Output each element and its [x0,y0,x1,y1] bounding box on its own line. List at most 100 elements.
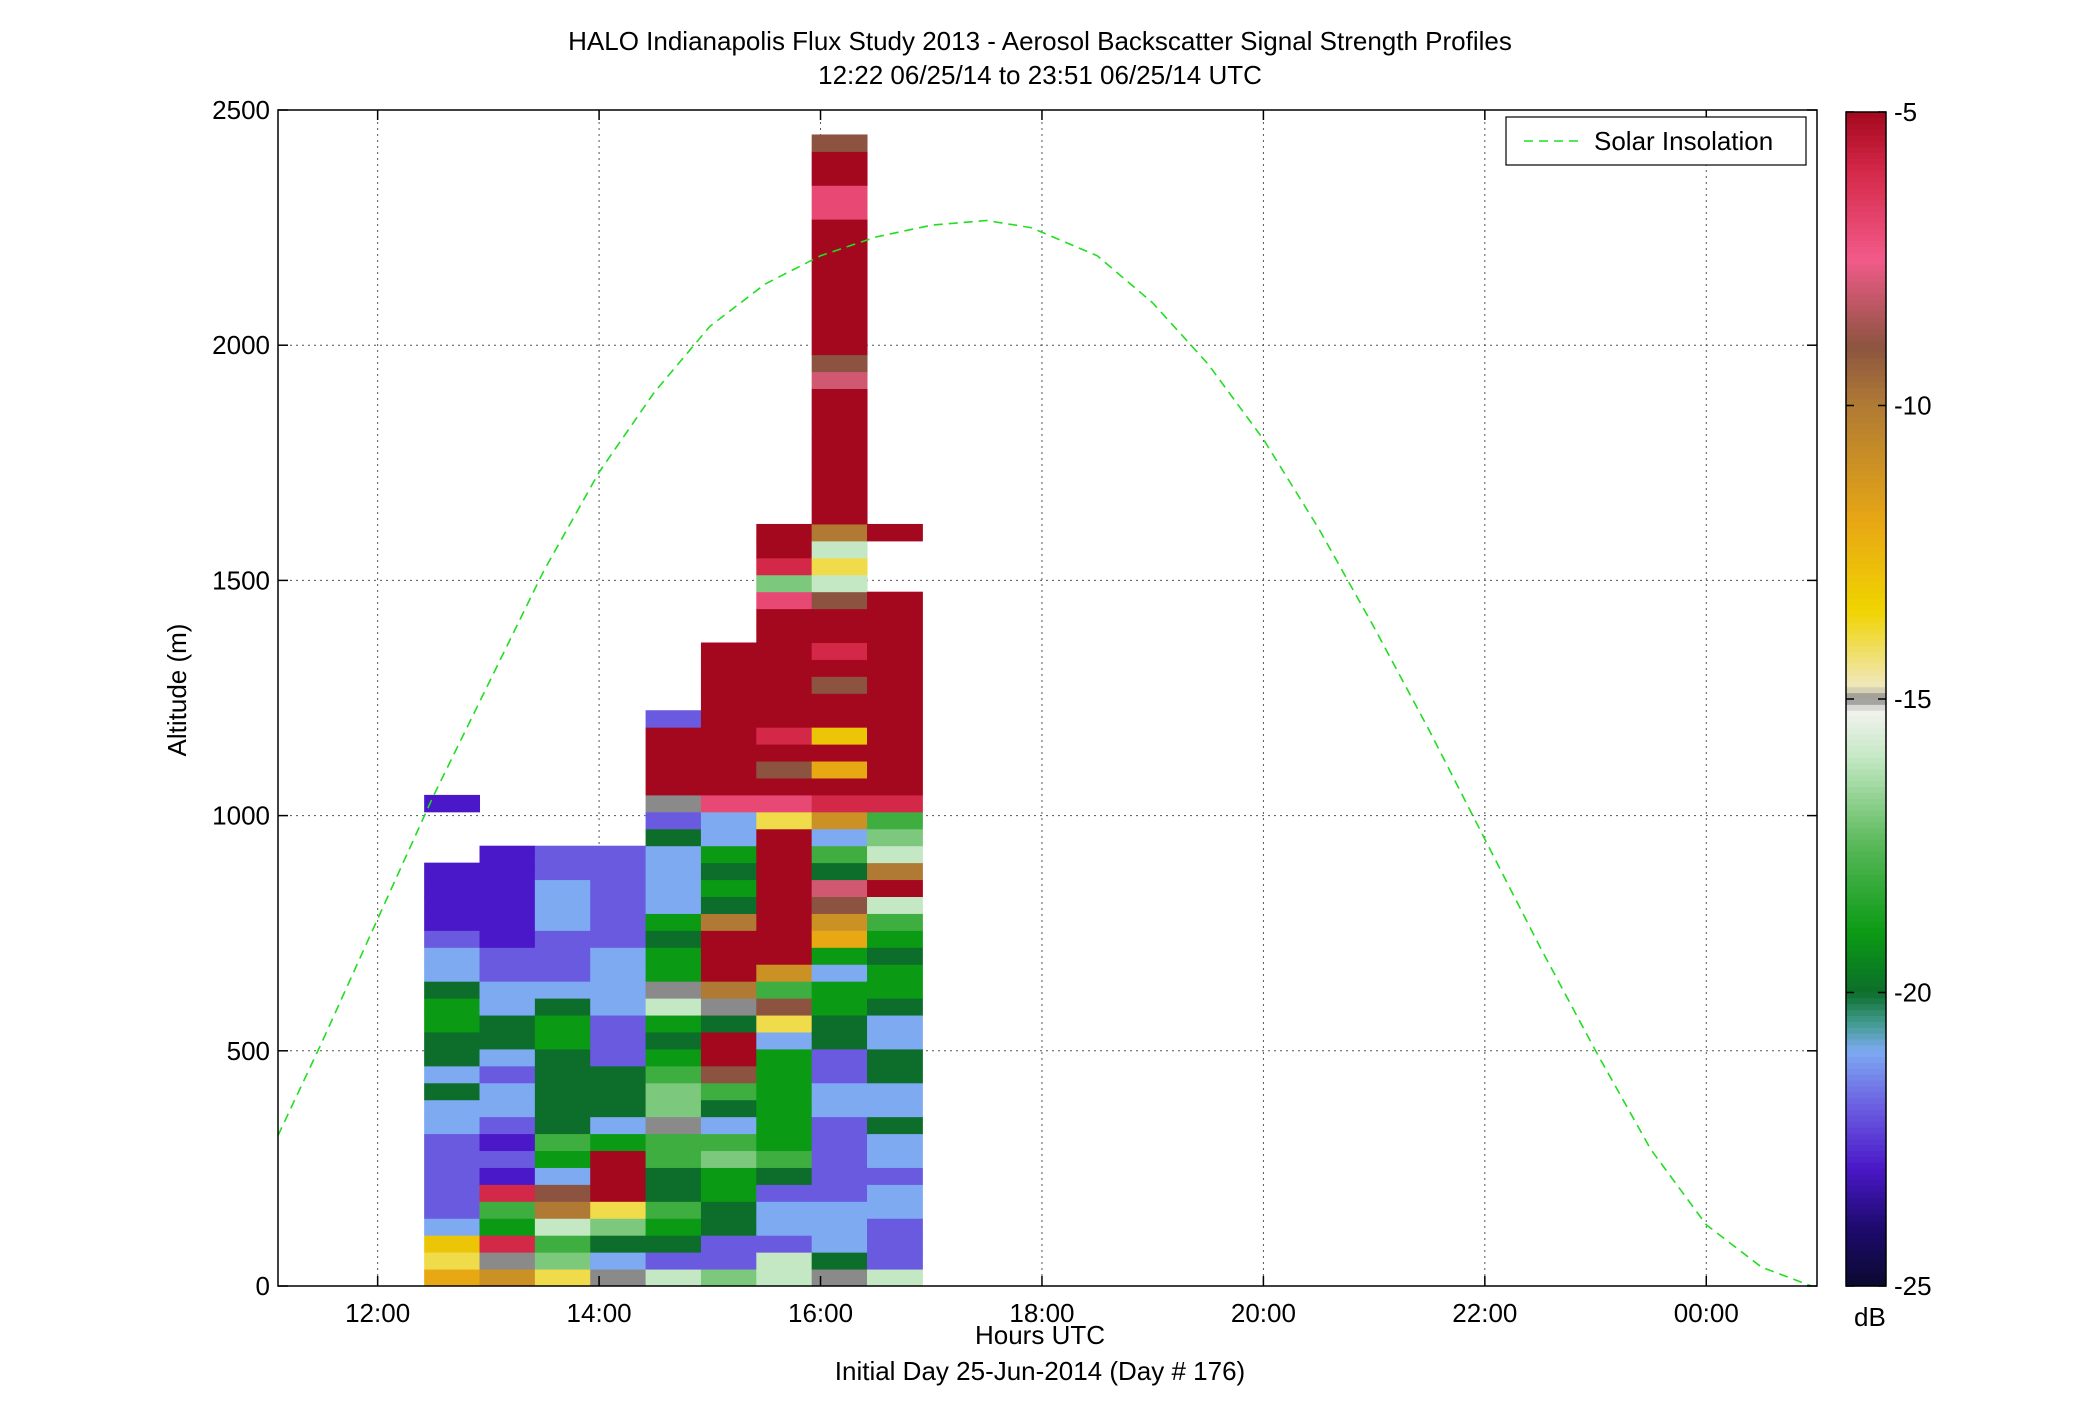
colorbar-segment [1846,657,1886,665]
heatmap-cell [867,1048,923,1067]
colorbar-segment [1846,986,1886,994]
heatmap-cell [756,540,813,559]
colorbar-segment [1846,734,1886,741]
heatmap-cell [811,964,868,982]
heatmap-cell [700,896,757,914]
colorbar-segment [1846,569,1886,577]
colorbar-segment [1846,200,1886,207]
x-tick-label: 20:00 [1231,1298,1296,1328]
heatmap-cell [811,1269,868,1287]
heatmap-cell [811,523,868,542]
heatmap-cell [756,676,813,694]
heatmap-cell [867,523,923,542]
colorbar-segment [1846,340,1886,348]
colorbar-segment [1846,798,1886,806]
heatmap-cell [811,151,868,169]
heatmap-cell [867,794,923,813]
plot-frame [277,109,1818,1287]
colorbar-segment [1846,751,1886,759]
heatmap-cell [811,439,868,457]
colorbar-segment [1846,781,1886,788]
heatmap-cell [700,794,757,813]
heatmap-cell [867,879,923,898]
heatmap-cell [811,930,868,948]
heatmap-cell [756,930,813,948]
heatmap-cell [590,845,647,864]
heatmap-cell [590,1048,647,1067]
heatmap-cell [424,1082,481,1101]
heatmap-cell [590,1252,647,1270]
colorbar-segment [1846,1186,1886,1193]
colorbar: -5 -10 -15 -20 -25 dB [1845,97,1932,1332]
colorbar-segment [1846,1239,1886,1246]
heatmap-cell [811,557,868,576]
y-axis-label: Altitude (m) [162,624,192,757]
heatmap-cell [645,930,702,948]
heatmap-cell [756,608,813,627]
heatmap-cell [700,1252,757,1270]
colorbar-segment [1846,563,1886,571]
heatmap-cell [811,1031,868,1050]
colorbar-segment [1846,763,1886,771]
colorbar-segment [1846,1092,1886,1099]
heatmap-cell [700,862,757,881]
heatmap-cell [590,1099,647,1118]
colorbar-segment [1846,898,1886,906]
heatmap-cell [867,1031,923,1050]
colorbar-segment [1846,493,1886,501]
heatmap-cell [811,507,868,525]
colorbar-segment [1846,464,1886,471]
heatmap-cell [534,1031,591,1050]
heatmap-cell [479,1116,536,1135]
colorbar-segment [1846,699,1886,706]
heatmap-cell [811,1235,868,1253]
colorbar-segment [1846,640,1886,647]
heatmap-cell [645,1099,702,1118]
heatmap-cell [645,1218,702,1236]
colorbar-segment [1846,1256,1886,1264]
y-tick-label: 0 [256,1271,270,1301]
heatmap-cell [811,625,868,643]
heatmap-cell [811,303,868,322]
heatmap-cell [590,1235,647,1253]
colorbar-segment [1846,370,1886,377]
colorbar-segment [1846,487,1886,495]
heatmap-cell [479,862,536,881]
colorbar-segment [1846,1004,1886,1011]
colorbar-segment [1846,804,1886,812]
colorbar-segment [1846,1033,1886,1041]
colorbar-segment [1846,851,1886,859]
colorbar-segment [1846,188,1886,195]
heatmap-cell [645,1015,702,1033]
heatmap-cell [590,1269,647,1287]
heatmap-cell [700,642,757,660]
heatmap-cell [424,1015,481,1033]
heatmap-cell [424,1235,481,1253]
heatmap-cell [534,1269,591,1287]
heatmap-cell [424,1031,481,1050]
colorbar-segment [1846,581,1886,589]
heatmap-cell [867,642,923,660]
heatmap-cell [700,947,757,965]
heatmap-cell [534,1133,591,1152]
heatmap-cell [700,998,757,1016]
heatmap-cell [424,1150,481,1168]
colorbar-segment [1846,129,1886,137]
heatmap-cell [534,947,591,965]
colorbar-segment [1846,223,1886,230]
heatmap-cell [867,761,923,779]
heatmap-cell [645,1252,702,1270]
heatmap-cell [590,947,647,965]
heatmap-cell [867,1065,923,1084]
heatmap-cell [756,913,813,931]
heatmap-cell [424,1048,481,1067]
heatmap-cell [756,727,813,745]
heatmap-cell [645,879,702,898]
colorbar-segment [1846,505,1886,512]
colorbar-segment [1846,693,1886,700]
colorbar-segment [1846,376,1886,383]
heatmap-cell [811,1015,868,1033]
colorbar-segment [1846,288,1886,295]
heatmap-cell [867,828,923,847]
colorbar-segment [1846,329,1886,336]
